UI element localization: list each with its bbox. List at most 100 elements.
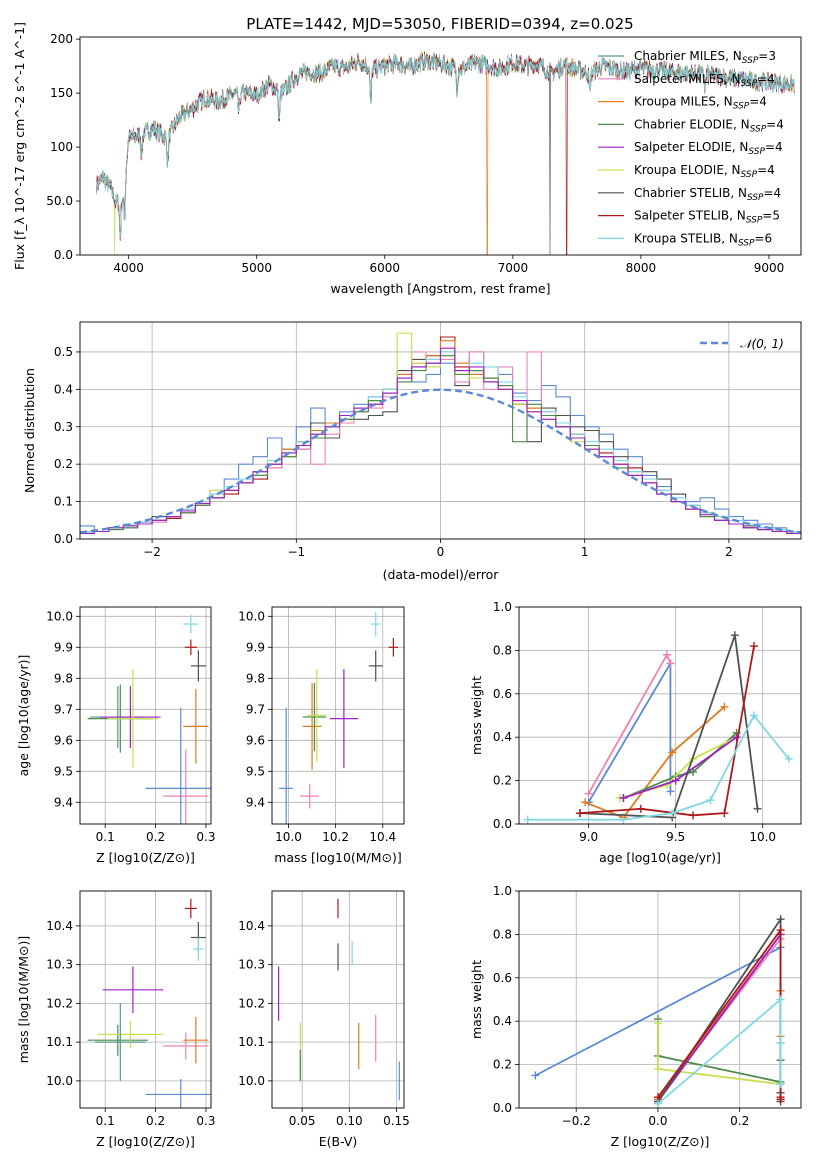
x-tick-label: −0.2 xyxy=(562,1114,591,1128)
y-tick-label: 9.5 xyxy=(54,764,73,778)
data-point-marker xyxy=(720,809,729,818)
error-bar-point xyxy=(107,669,159,769)
legend-nssp-value: =5 xyxy=(762,209,780,223)
y-tick-label: 0.2 xyxy=(493,774,512,788)
legend-label: Salpeter MILES, NSSP=4 xyxy=(634,72,775,89)
error-bar-point xyxy=(329,669,359,769)
x-tick-label: 0.05 xyxy=(289,1114,316,1128)
legend-ssp-subscript: SSP xyxy=(738,238,755,248)
legend-nssp-value: =4 xyxy=(764,186,782,200)
x-axis-label: (data-model)/error xyxy=(383,567,500,582)
data-point-marker xyxy=(584,789,593,798)
reference-curve-legend-label: 𝒩(0, 1) xyxy=(740,337,784,351)
normal-reference-curve xyxy=(80,388,801,534)
data-point-marker xyxy=(668,809,677,818)
y-tick-label: 0.1 xyxy=(54,495,73,509)
x-tick-label: 10.2 xyxy=(322,830,349,844)
axes-frame xyxy=(518,606,802,825)
mass-vs-z-panel: 0.1 0.2 0.3 10.0 10.1 10.2 10.3 10.4 Z [log10(Z/… xyxy=(16,890,216,1149)
x-tick-label: 0.2 xyxy=(146,1114,165,1128)
y-tick-label: 9.6 xyxy=(246,733,265,747)
legend-label: Chabrier ELODIE, NSSP=4 xyxy=(634,117,784,134)
plot-area xyxy=(87,614,211,824)
mass-weight-vs-age-panel: 9.0 9.5 10.0 0.0 0.2 0.4 0.6 0.8 1.0 age [log10(a… xyxy=(469,600,802,865)
data-point-marker xyxy=(636,804,645,813)
y-axis-label: mass [log10(M/M⊙)] xyxy=(16,936,31,1064)
x-tick-label: 0.10 xyxy=(336,1114,363,1128)
axes-frame xyxy=(271,890,405,1109)
y-tick-label: 0.0 xyxy=(54,532,73,546)
y-tick-label: 0.0 xyxy=(493,817,512,831)
data-point-marker xyxy=(653,1099,662,1108)
error-bar-point xyxy=(97,1020,164,1048)
y-tick-label: 50.0 xyxy=(46,194,73,208)
error-bar-point xyxy=(163,749,209,824)
mass-weight-line xyxy=(584,706,725,819)
data-point-marker xyxy=(750,642,758,651)
data-point-marker xyxy=(776,995,785,1004)
legend-ssp-subscript: SSP xyxy=(742,56,759,66)
mass-weight-line xyxy=(623,732,738,799)
error-bar-point xyxy=(184,639,197,656)
spectrum-line xyxy=(96,51,795,239)
x-tick-label: 0.15 xyxy=(383,1114,410,1128)
data-point-marker xyxy=(720,702,729,711)
error-bar-point xyxy=(307,669,327,762)
mass-weight-line xyxy=(657,916,782,1103)
legend-model-name: Kroupa STELIB, N xyxy=(634,231,738,245)
legend-label: Salpeter STELIB, NSSP=5 xyxy=(634,209,780,226)
legend-model-name: Salpeter MILES, N xyxy=(634,72,741,86)
histogram-legend: 𝒩(0, 1) xyxy=(700,337,784,351)
y-tick-label: 0.6 xyxy=(493,971,512,985)
age-vs-mass-panel: 10.0 10.2 10.4 9.4 9.5 9.6 9.7 9.8 9.9 10.0 mass [… xyxy=(238,606,405,865)
data-point-marker xyxy=(619,793,628,802)
plot-area xyxy=(279,611,399,824)
data-point-marker xyxy=(776,915,785,924)
y-axis-label: Normed distribution xyxy=(22,368,37,493)
y-tick-label: 10.0 xyxy=(46,1074,73,1088)
y-tick-label: 10.2 xyxy=(238,996,265,1010)
data-point-marker xyxy=(668,748,677,757)
y-tick-label: 0.0 xyxy=(54,248,73,262)
x-tick-label: 10.4 xyxy=(369,830,396,844)
y-tick-label: 9.5 xyxy=(246,764,265,778)
x-axis-label: mass [log10(M/M⊙)] xyxy=(274,850,402,865)
x-axis-label: Z [log10(Z/Z⊙)] xyxy=(611,1134,710,1149)
y-tick-label: 9.6 xyxy=(54,733,73,747)
y-tick-label: 1.0 xyxy=(493,884,512,898)
x-tick-label: 0.2 xyxy=(730,1114,749,1128)
legend-ssp-subscript: SSP xyxy=(741,170,758,180)
x-tick-label: 5000 xyxy=(241,261,272,275)
y-tick-label: 1.0 xyxy=(493,600,512,614)
error-bar-point xyxy=(183,1016,209,1064)
legend-ssp-subscript: SSP xyxy=(747,193,764,203)
error-bar-point xyxy=(300,783,320,809)
axes-frame xyxy=(79,890,212,1109)
x-tick-label: 6000 xyxy=(370,261,401,275)
y-tick-label: 9.7 xyxy=(54,702,73,716)
y-tick-label: 10.3 xyxy=(238,958,265,972)
x-tick-label: −1 xyxy=(287,545,305,559)
legend-nssp-value: =4 xyxy=(765,140,783,154)
histogram-series xyxy=(80,347,801,534)
error-bar-point xyxy=(95,1003,146,1081)
error-bar-point xyxy=(302,682,327,752)
y-tick-label: 150 xyxy=(50,86,73,100)
y-tick-label: 0.8 xyxy=(493,643,512,657)
plot-area xyxy=(80,332,801,534)
legend-label: Kroupa MILES, NSSP=4 xyxy=(634,95,767,112)
legend-nssp-value: =4 xyxy=(766,117,784,131)
x-tick-label: 0.1 xyxy=(96,830,115,844)
data-point-marker xyxy=(531,1071,540,1080)
mass-weight-line xyxy=(534,946,782,1077)
data-point-marker xyxy=(776,926,785,935)
y-tick-label: 10.4 xyxy=(238,919,265,933)
error-bar-point xyxy=(279,707,294,824)
x-tick-label: 0.3 xyxy=(196,1114,215,1128)
y-tick-label: 0.5 xyxy=(54,345,73,359)
y-axis-label: mass weight xyxy=(469,676,484,755)
mass-weight-line xyxy=(579,634,759,819)
mass-weight-vs-z-panel: −0.2 0.0 0.2 0.0 0.2 0.4 0.6 0.8 1.0 Z [log10(Z/Z… xyxy=(469,884,802,1149)
x-tick-label: 0.2 xyxy=(146,830,165,844)
